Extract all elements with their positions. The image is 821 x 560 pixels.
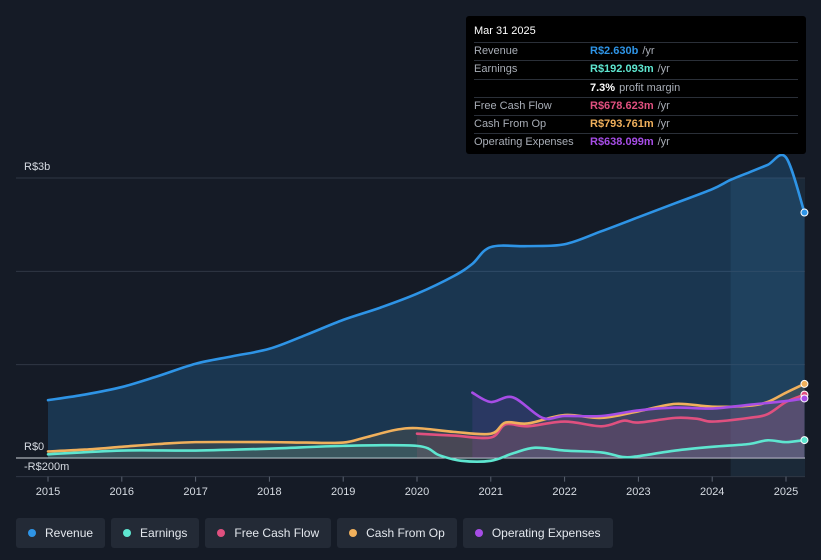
tooltip-row-value: R$793.761m: [590, 118, 654, 131]
gridlines: [16, 177, 805, 478]
earnings-endpoint[interactable]: [800, 436, 809, 445]
recent-period-highlight: [730, 178, 805, 477]
tooltip-row-value: R$2.630b: [590, 45, 639, 57]
tooltip-row-unit: profit margin: [619, 81, 681, 94]
legend-label: Operating Expenses: [491, 526, 601, 540]
legend-dot-icon: [217, 529, 226, 537]
x-tick-label: 2022: [552, 486, 576, 498]
legend-dot-icon: [28, 529, 36, 537]
legend-dot-icon: [474, 529, 483, 537]
tooltip-row-label: [474, 80, 590, 97]
cash-from-op-endpoint[interactable]: [800, 379, 809, 388]
tooltip-row-value: R$678.623m: [590, 99, 654, 112]
revenue-endpoint[interactable]: [800, 208, 809, 217]
tooltip-row-unit: /yr: [657, 63, 670, 76]
earnings-line: [46, 438, 806, 463]
operating-expenses-line: [471, 391, 806, 421]
legend-item-free-cash-flow[interactable]: Free Cash Flow: [205, 518, 332, 548]
tooltip-row-label: Revenue: [474, 45, 519, 57]
tooltip-row-unit: /yr: [657, 99, 670, 112]
x-tick-label: 2015: [36, 486, 60, 498]
x-tick-label: 2021: [479, 486, 503, 498]
legend-label: Earnings: [140, 526, 188, 540]
tooltip-row-label: Cash From Op: [474, 118, 547, 131]
cash-from-op-line: [46, 382, 806, 453]
cash-from-op-area: [48, 383, 805, 458]
tooltip-row: Revenue R$2.630b/yr: [474, 43, 798, 62]
legend-label: Free Cash Flow: [234, 526, 320, 540]
series-endpoints: [800, 208, 809, 445]
revenue-line: [46, 153, 806, 402]
tooltip-row: Cash From Op R$793.761m/yr: [474, 116, 798, 135]
tooltip-row: Free Cash Flow R$678.623m/yr: [474, 98, 798, 117]
legend-item-earnings[interactable]: Earnings: [111, 518, 200, 548]
tooltip-row-label: Free Cash Flow: [474, 99, 552, 112]
series-areas: [48, 154, 805, 462]
x-tick-label: 2019: [331, 486, 355, 498]
revenue-area: [48, 154, 805, 458]
x-axis: 2015 2016 2017 2018 2019 2020 2021 2022 2023 2024…: [36, 476, 798, 498]
tooltip-row-value: R$192.093m: [590, 63, 654, 76]
x-tick-label: 2024: [700, 486, 724, 498]
legend-label: Revenue: [45, 526, 94, 540]
x-tick-label: 2018: [257, 486, 281, 498]
chart-area: R$3bR$0-R$200m 2015 2016 2017 2018 2019 2020 2…: [16, 153, 809, 498]
tooltip-row-label: Operating Expenses: [474, 136, 574, 149]
legend-dot-icon: [349, 529, 358, 537]
free-cash-flow-line: [415, 393, 806, 440]
tooltip-row-unit: /yr: [657, 136, 670, 149]
x-tick-label: 2023: [626, 486, 650, 498]
free-cash-flow-area: [417, 394, 805, 458]
operating-expenses-endpoint[interactable]: [800, 394, 809, 403]
tooltip-row-unit: /yr: [657, 118, 670, 131]
tooltip-row-value: R$638.099m: [590, 136, 654, 149]
legend: Revenue Earnings Free Cash Flow Cash From O…: [16, 518, 613, 548]
legend-dot-icon: [123, 529, 132, 537]
x-tick-label: 2017: [183, 486, 207, 498]
tooltip-row: 7.3% profit margin: [474, 80, 798, 98]
x-tick-label: 2020: [405, 486, 429, 498]
tooltip-row: Operating Expenses R$638.099m/yr: [474, 134, 798, 151]
x-tick-label: 2016: [110, 486, 134, 498]
x-tick-label: 2025: [774, 486, 798, 498]
legend-item-revenue[interactable]: Revenue: [16, 518, 106, 548]
tooltip-date: Mar 31 2025: [474, 24, 798, 43]
series-lines: [46, 153, 806, 463]
y-tick-label: R$3b: [24, 161, 50, 173]
tooltip-row-value: 7.3%: [590, 81, 616, 94]
tooltip-panel: Mar 31 2025 Revenue R$2.630b/yr Earnings R$…: [466, 16, 806, 154]
legend-label: Cash From Op: [366, 526, 445, 540]
y-axis: R$3b R$0 -R$200m: [24, 161, 69, 473]
tooltip-row-label: Earnings: [474, 63, 518, 76]
y-tick-label: R$0: [24, 441, 44, 453]
legend-item-cash-from-op[interactable]: Cash From Op: [337, 518, 457, 548]
tooltip-row: Earnings R$192.093m/yr: [474, 61, 798, 80]
legend-item-operating-expenses[interactable]: Operating Expenses: [462, 518, 613, 548]
y-tick-label: -R$200m: [24, 461, 69, 473]
tooltip-row-unit: /yr: [642, 45, 655, 57]
